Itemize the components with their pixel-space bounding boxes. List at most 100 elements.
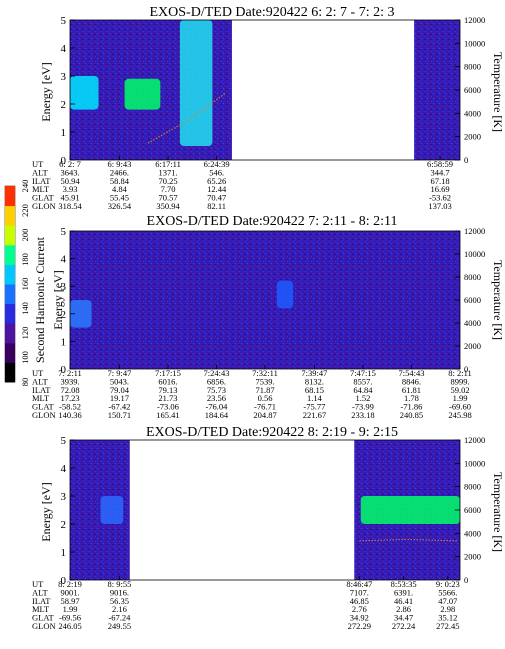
colorbar-swatch [5, 264, 15, 285]
ephemeris-value: 7:17:15 [155, 368, 181, 378]
ephemeris-value: 61.81 [402, 385, 421, 395]
ephemeris-value: 3643. [60, 167, 79, 177]
ephemeris-value: 79.04 [110, 385, 130, 395]
y-tick-label: 5 [61, 435, 67, 447]
ephemeris-value: 1.14 [307, 393, 323, 403]
ephemeris-value: 65.26 [207, 176, 226, 186]
ephemeris-value: 7107. [350, 587, 369, 597]
y-tick-label: 0 [61, 155, 67, 167]
colorbar-swatch [5, 323, 15, 344]
feature-band [124, 78, 161, 110]
ephemeris-row-label: GLAT [32, 613, 55, 623]
y-axis-label: Energy [eV] [51, 270, 65, 329]
ephemeris-row-label: UT [32, 579, 44, 589]
panel-title: EXOS-D/TED Date:920422 8: 2:19 - 9: 2:15 [146, 425, 398, 440]
ephemeris-value: 2.86 [396, 604, 411, 614]
colorbar-swatch [5, 284, 15, 305]
ephemeris-value: 6016. [158, 376, 177, 386]
ephemeris-value: 204.87 [253, 410, 276, 420]
y2-axis-label: Temperature [K] [491, 472, 505, 552]
ephemeris-value: 7:32:11 [252, 368, 278, 378]
y-tick-label: 5 [61, 226, 67, 238]
ephemeris-value: 19.17 [110, 393, 129, 403]
y2-tick-label: 8000 [464, 272, 481, 282]
ephemeris-value: -69.60 [449, 402, 471, 412]
colorbar: 80 100 120 140 160 180 200 220 240 Second Harmon… [4, 180, 47, 387]
ephemeris-value: 8846. [402, 376, 421, 386]
y2-tick-label: 2000 [464, 341, 481, 351]
ephemeris-value: 58.84 [110, 176, 130, 186]
ephemeris-value: 1.52 [355, 393, 370, 403]
y-tick-label: 1 [61, 336, 67, 348]
ephemeris-value: -67.42 [108, 402, 130, 412]
y-axis-label: Energy [eV] [39, 62, 53, 121]
ephemeris-value: -76.71 [254, 402, 276, 412]
ephemeris-value: 72.08 [60, 385, 79, 395]
ephemeris-value: 17.23 [60, 393, 79, 403]
y-tick-label: 0 [61, 575, 67, 587]
ephemeris-value: 8: 9:55 [108, 579, 132, 589]
y2-axis-label: Temperature [K] [491, 52, 505, 132]
ephemeris-value: 4.84 [112, 184, 128, 194]
colorbar-tick-label: 80 [20, 378, 30, 387]
ephemeris-row-label: ALT [32, 167, 49, 177]
ephemeris-value: 221.67 [303, 410, 326, 420]
ephemeris-row-label: GLON [32, 410, 56, 420]
ephemeris-value: -53.62 [429, 193, 451, 203]
y2-tick-label: 8000 [464, 62, 481, 72]
ephemeris-value: 7: 2:11 [58, 368, 82, 378]
ephemeris-row-label: UT [32, 368, 44, 378]
ephemeris-value: 12.44 [207, 184, 227, 194]
colorbar-swatch [5, 186, 15, 207]
colorbar-tick-label: 100 [20, 351, 30, 364]
ephemeris-value: 50.94 [60, 176, 80, 186]
ephemeris-value: 21.73 [158, 393, 177, 403]
ephemeris-value: 70.25 [158, 176, 177, 186]
ephemeris-value: 7:24:43 [203, 368, 229, 378]
colorbar-swatch [5, 342, 15, 363]
ephemeris-value: 7:47:15 [350, 368, 376, 378]
ephemeris-value: 2.98 [440, 604, 455, 614]
y2-tick-label: 12000 [464, 226, 485, 236]
ephemeris-value: 7:54:43 [398, 368, 424, 378]
y-tick-label: 4 [61, 463, 67, 475]
ephemeris-value: 8: 2:11 [448, 368, 472, 378]
ephemeris-value: 2.16 [112, 604, 127, 614]
ephemeris-value: 8:53:35 [391, 579, 417, 589]
ephemeris-row-label: GLAT [32, 402, 55, 412]
ephemeris-value: 8999. [450, 376, 469, 386]
ephemeris-value: 67.18 [430, 176, 449, 186]
ephemeris-value: 2466. [110, 167, 129, 177]
y-tick-label: 4 [61, 254, 67, 266]
y-tick-label: 0 [61, 364, 67, 376]
colorbar-tick-label: 200 [20, 229, 30, 242]
y2-tick-label: 6000 [464, 295, 481, 305]
ephemeris-row-label: UT [32, 159, 44, 169]
ephemeris-value: 184.64 [205, 410, 229, 420]
panel-title: EXOS-D/TED Date:920422 7: 2:11 - 8: 2:11 [147, 214, 398, 229]
ephemeris-value: -75.77 [303, 402, 325, 412]
ephemeris-value: 137.03 [428, 201, 451, 211]
ephemeris-value: 165.41 [156, 410, 179, 420]
ephemeris-value: 82.11 [207, 201, 226, 211]
colorbar-swatch [5, 225, 15, 246]
ephemeris-value: 9016. [110, 587, 129, 597]
ephemeris-value: 71.87 [255, 385, 274, 395]
ephemeris-value: 47.07 [438, 596, 457, 606]
y2-tick-label: 2000 [464, 552, 481, 562]
colorbar-tick-label: 180 [20, 253, 30, 266]
feature-band [70, 300, 92, 328]
y2-tick-label: 10000 [464, 458, 485, 468]
ephemeris-value: 46.41 [394, 596, 413, 606]
ephemeris-value: 6856. [207, 376, 226, 386]
ephemeris-value: 344.7 [430, 167, 449, 177]
ephemeris-value: 6: 2: 7 [59, 159, 81, 169]
ephemeris-row-label: ILAT [32, 596, 51, 606]
y2-axis-label: Temperature [K] [491, 260, 505, 340]
ephemeris-value: 6:17:11 [155, 159, 181, 169]
colorbar-swatch [5, 303, 15, 324]
y-tick-label: 3 [61, 71, 67, 83]
ephemeris-row-label: GLON [32, 621, 56, 631]
ephemeris-value: 546. [209, 167, 224, 177]
y2-tick-label: 4000 [464, 318, 481, 328]
